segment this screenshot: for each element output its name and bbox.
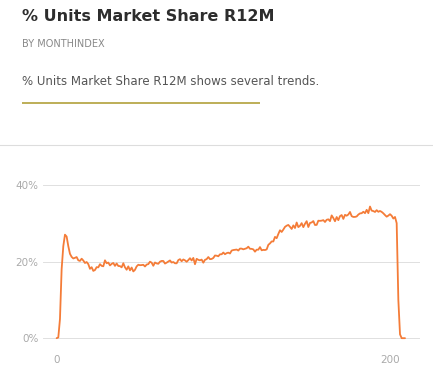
- Text: % Units Market Share R12M: % Units Market Share R12M: [22, 9, 274, 24]
- Text: % Units Market Share R12M shows several trends.: % Units Market Share R12M shows several …: [22, 75, 319, 88]
- Text: BY MONTHINDEX: BY MONTHINDEX: [22, 39, 104, 50]
